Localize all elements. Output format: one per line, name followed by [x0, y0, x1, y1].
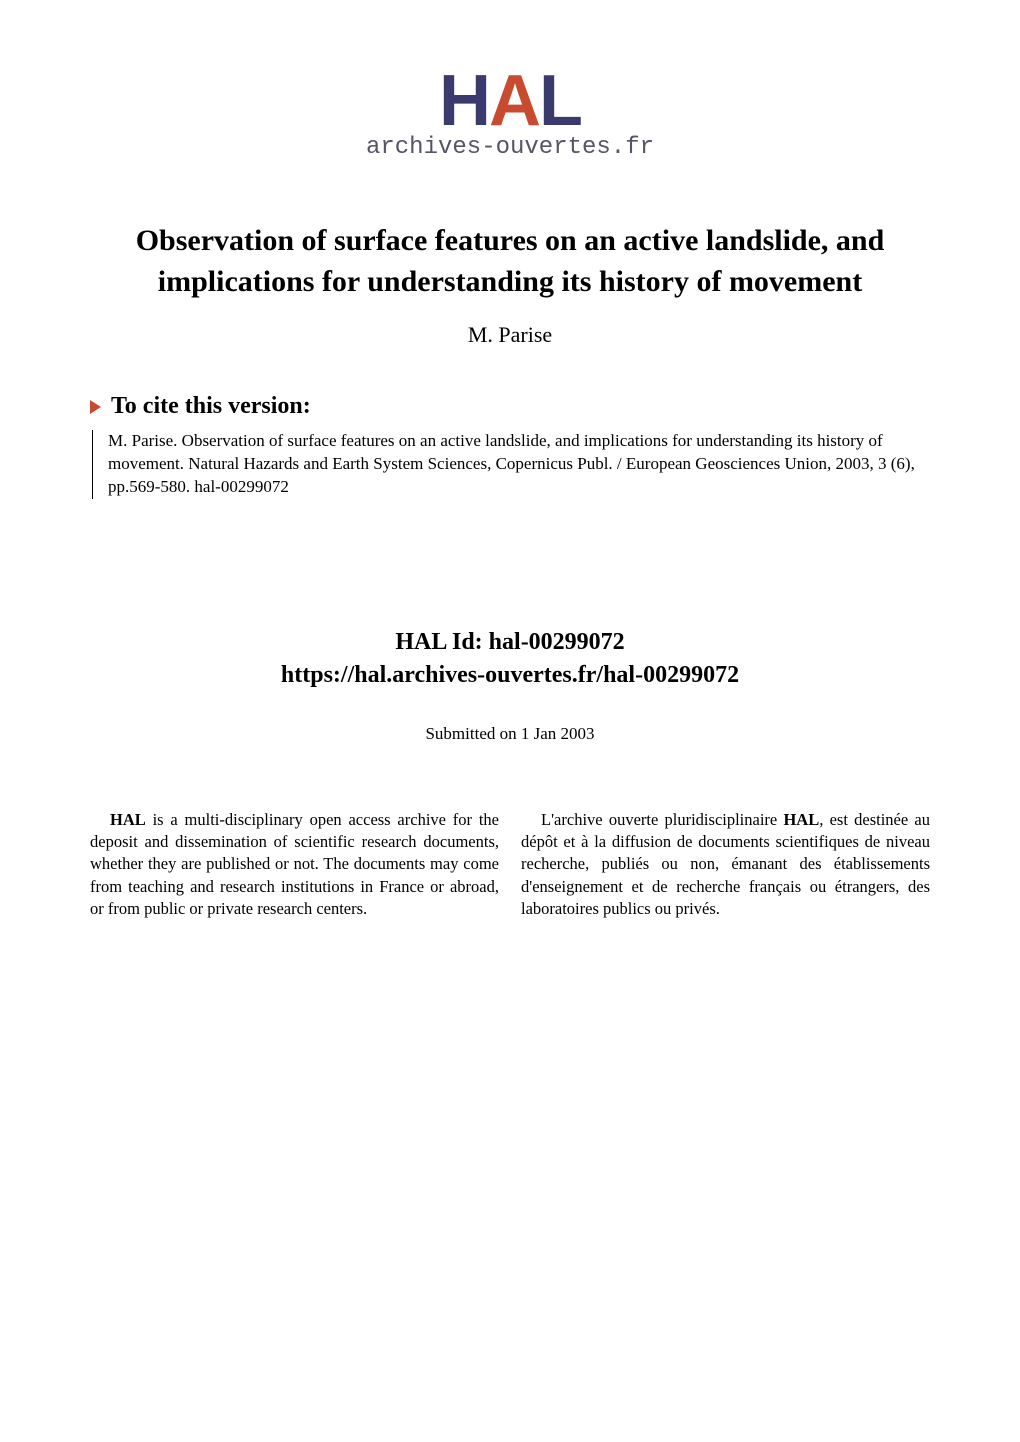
desc-right-pre: L'archive ouverte pluridisciplinaire: [541, 810, 783, 829]
hal-id: HAL Id: hal-00299072: [90, 629, 930, 656]
citation-text: M. Parise. Observation of surface featur…: [92, 430, 930, 499]
logo-l: L: [539, 61, 581, 141]
cite-header: To cite this version:: [90, 393, 930, 420]
hal-logo-text: HAL: [366, 60, 654, 142]
hal-url: https://hal.archives-ouvertes.fr/hal-002…: [90, 662, 930, 689]
hal-logo-container: HAL archives-ouvertes.fr: [90, 60, 930, 161]
desc-left-text: is a multi-disciplinary open access arch…: [90, 810, 499, 918]
logo-h: H: [439, 61, 489, 141]
hal-id-section: HAL Id: hal-00299072 https://hal.archive…: [90, 629, 930, 689]
triangle-icon: [90, 400, 101, 414]
hal-logo: HAL archives-ouvertes.fr: [366, 60, 654, 161]
description-right: L'archive ouverte pluridisciplinaire HAL…: [521, 809, 930, 920]
description-left: HAL is a multi-disciplinary open access …: [90, 809, 499, 920]
description-columns: HAL is a multi-disciplinary open access …: [90, 809, 930, 920]
desc-right-strong: HAL: [783, 810, 819, 829]
cite-title: To cite this version:: [111, 393, 311, 420]
cite-section: To cite this version: M. Parise. Observa…: [90, 393, 930, 499]
paper-title: Observation of surface features on an ac…: [110, 221, 910, 302]
paper-author: M. Parise: [90, 322, 930, 348]
submitted-date: Submitted on 1 Jan 2003: [90, 724, 930, 744]
logo-subtitle: archives-ouvertes.fr: [366, 134, 654, 161]
desc-left-strong: HAL: [110, 810, 146, 829]
logo-a: A: [489, 61, 539, 141]
